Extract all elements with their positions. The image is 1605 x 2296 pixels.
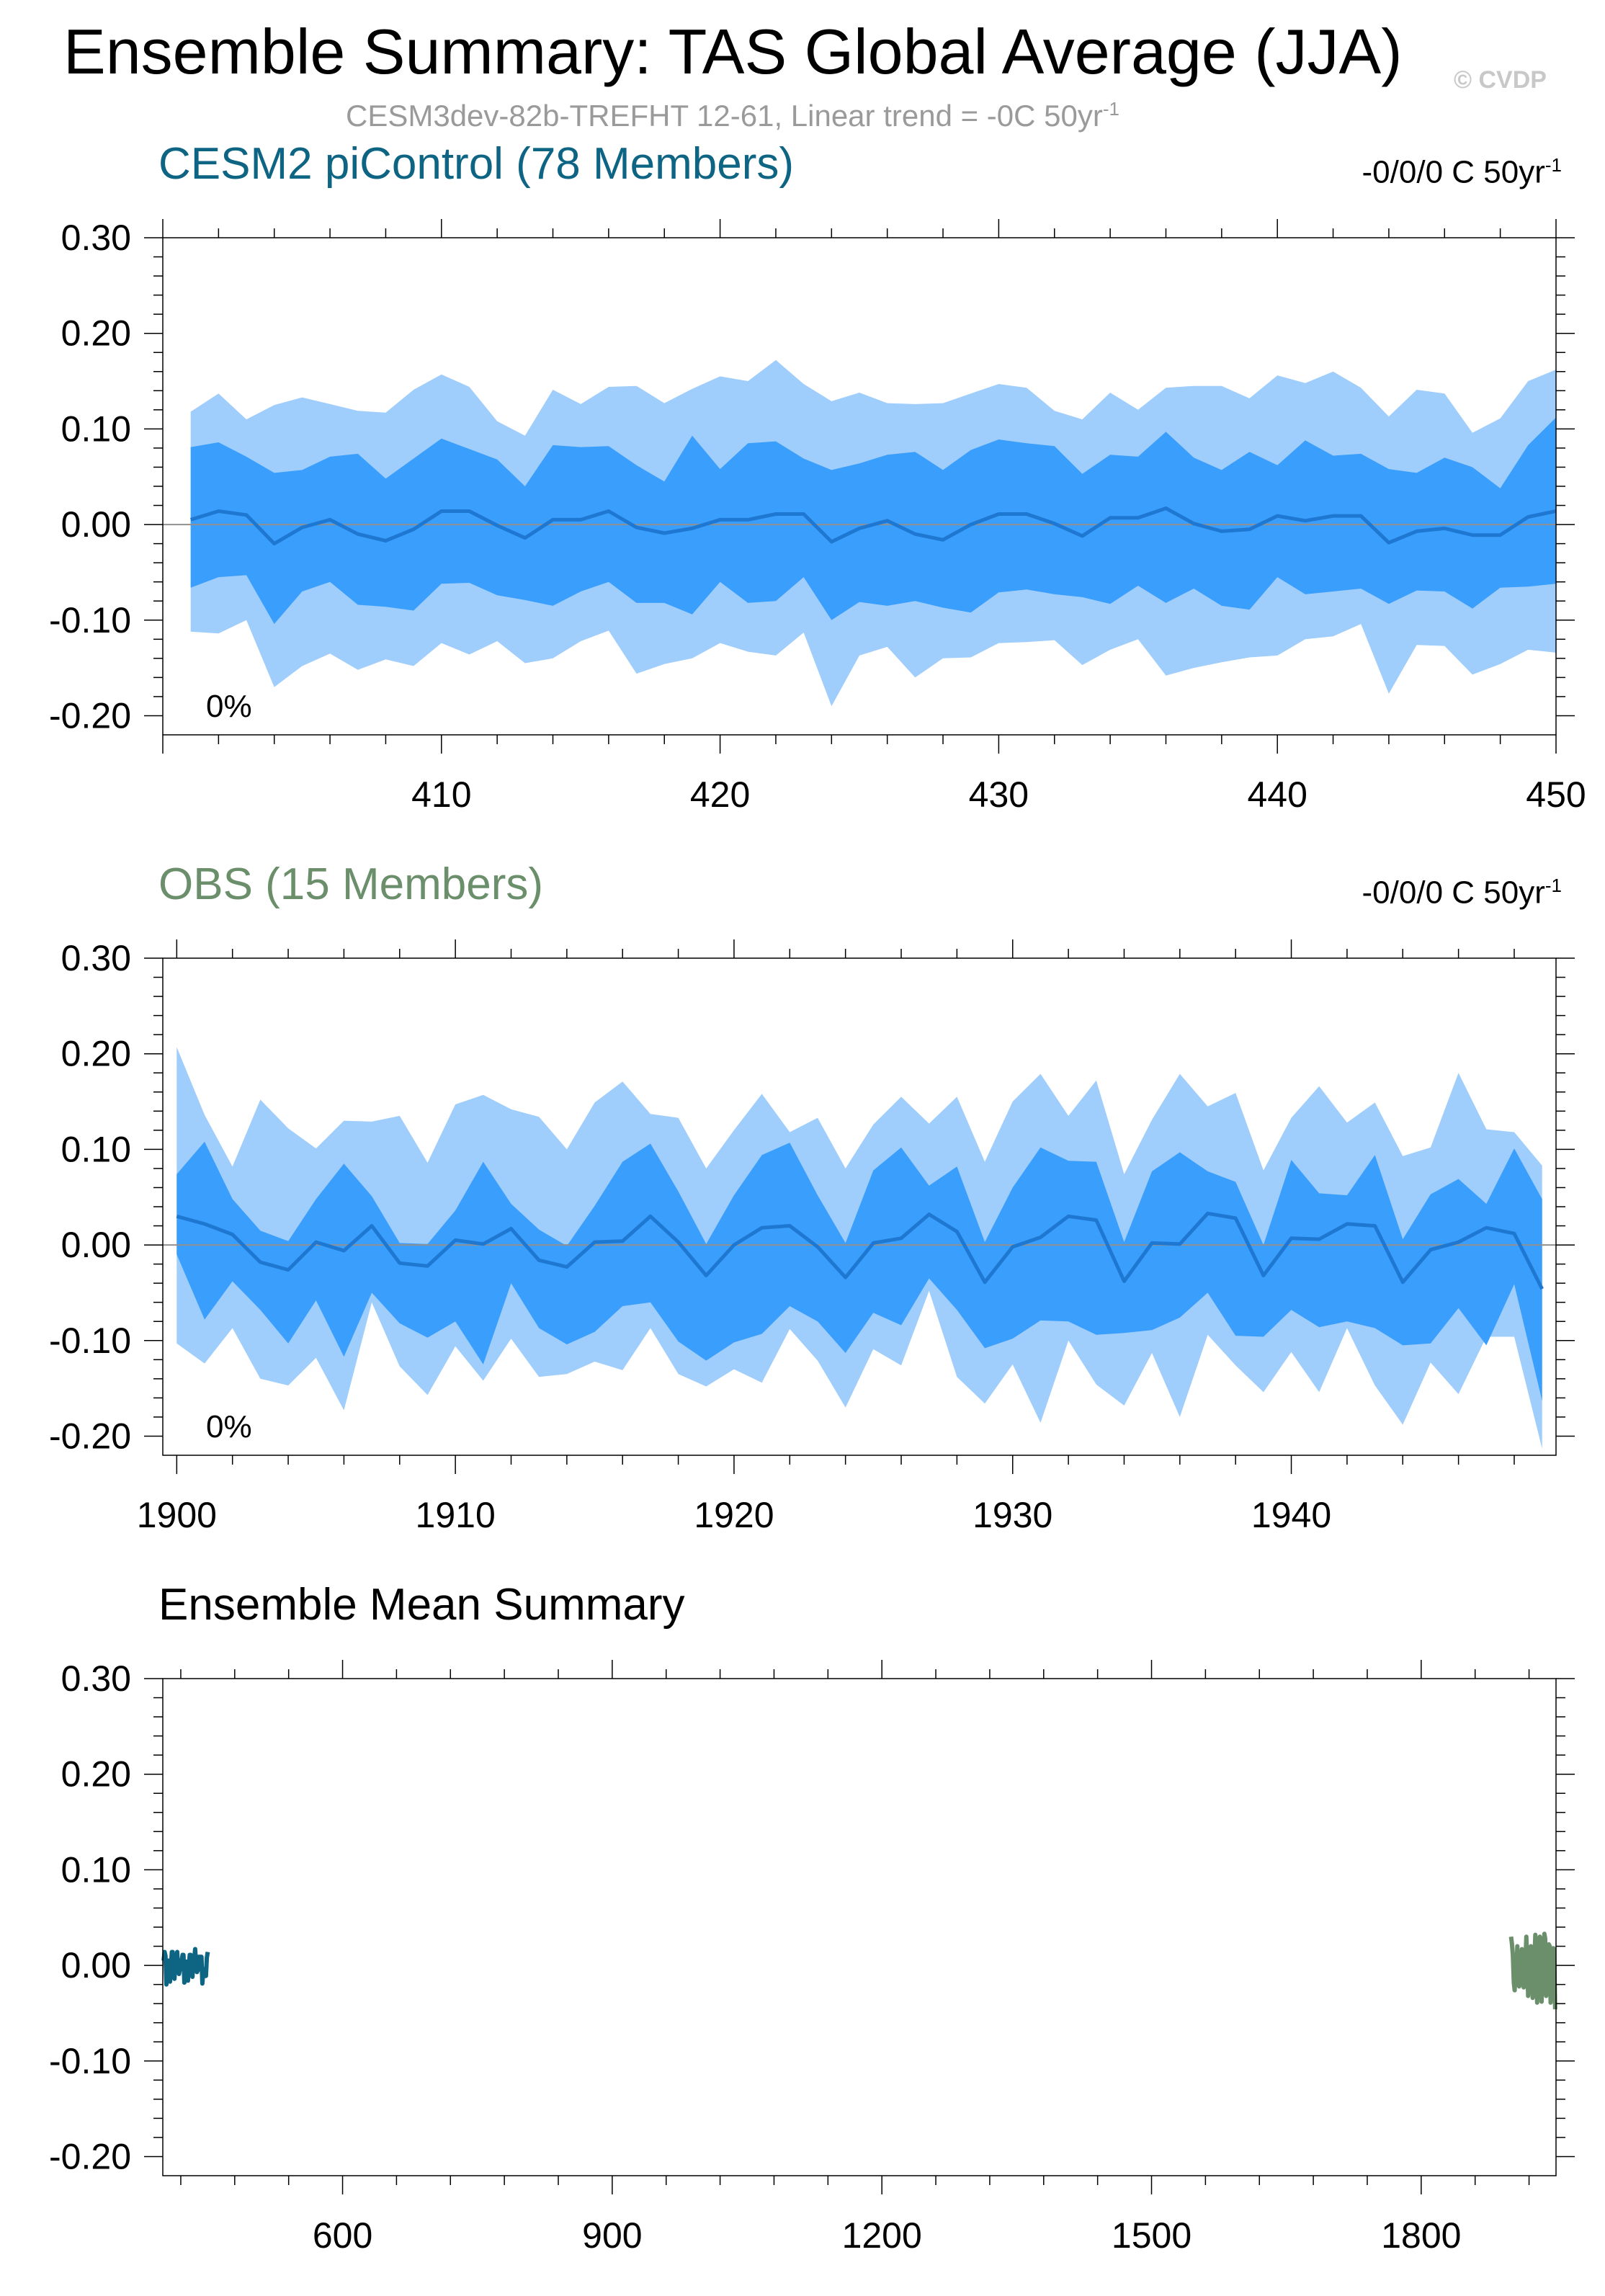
x-tick-label: 1940: [1251, 1495, 1331, 1535]
y-tick-label: -0.20: [49, 1416, 131, 1456]
panel-1-trend-label: -0/0/0 C 50yr-1: [1362, 154, 1562, 191]
subtitle-text: CESM3dev-82b-TREFHT 12-61, Linear trend …: [346, 99, 1103, 133]
x-tick-label: 450: [1526, 774, 1586, 815]
panel-2-trend-label: -0/0/0 C 50yr-1: [1362, 875, 1562, 911]
x-tick-label: 1930: [973, 1495, 1052, 1535]
y-tick-label: 0.20: [61, 313, 131, 354]
percent-label: 0%: [206, 1409, 252, 1444]
y-tick-label: -0.20: [49, 2136, 131, 2176]
x-tick-label: 1920: [694, 1495, 774, 1535]
panel-2-trend-sup: -1: [1544, 875, 1562, 896]
panel-1: 0% 0.30 0.20 0.10 0.00 -0.10 -0.20 410 420 430 440…: [49, 218, 1586, 815]
x-tick-label: 1910: [416, 1495, 496, 1535]
x-tick-label: 420: [690, 774, 750, 815]
percent-label: 0%: [206, 689, 252, 724]
panel-1-trend-sup: -1: [1544, 154, 1562, 176]
summary-line-obs: [1508, 1931, 1557, 2010]
x-tick-label: 600: [313, 2215, 372, 2256]
y-tick-label: 0.00: [61, 1945, 131, 1985]
panel-2-trend-text: -0/0/0 C 50yr: [1362, 875, 1545, 911]
x-tick-label: 440: [1247, 774, 1307, 815]
x-tick-label: 1800: [1381, 2215, 1461, 2256]
inner-band: [190, 417, 1557, 625]
y-tick-label: -0.20: [49, 695, 131, 736]
y-tick-label: 0.30: [61, 218, 131, 258]
y-tick-label: 0.20: [61, 1034, 131, 1074]
subtitle: CESM3dev-82b-TREFHT 12-61, Linear trend …: [346, 98, 1119, 133]
y-tick-label: 0.30: [61, 938, 131, 978]
main-title: Ensemble Summary: TAS Global Average (JJ…: [63, 16, 1403, 87]
panel-3-title: Ensemble Mean Summary: [158, 1580, 685, 1630]
ensemble-mean-line: [176, 1211, 1544, 1290]
x-tick-label: 410: [411, 774, 471, 815]
copyright-label: © CVDP: [1454, 66, 1547, 94]
panel-2-title: OBS (15 Members): [158, 859, 544, 909]
y-tick-label: -0.10: [49, 600, 131, 640]
y-tick-label: 0.00: [61, 504, 131, 545]
y-tick-label: 0.10: [61, 408, 131, 449]
x-tick-label: 1200: [842, 2215, 922, 2256]
y-tick-label: -0.10: [49, 1321, 131, 1361]
y-tick-label: 0.00: [61, 1225, 131, 1265]
panel-3: 0.30 0.20 0.10 0.00 -0.10 -0.20 600 900 1200 1500…: [49, 1658, 1575, 2256]
x-tick-label: 1900: [137, 1495, 217, 1535]
y-tick-label: 0.20: [61, 1754, 131, 1795]
y-tick-label: 0.10: [61, 1849, 131, 1890]
x-tick-label: 1500: [1112, 2215, 1192, 2256]
y-tick-label: 0.30: [61, 1658, 131, 1699]
x-tick-label: 900: [582, 2215, 642, 2256]
panel-1-trend-text: -0/0/0 C 50yr: [1362, 154, 1545, 190]
summary-line-model: [161, 1947, 210, 1987]
y-tick-label: 0.10: [61, 1129, 131, 1169]
ensemble-mean-line: [189, 506, 1557, 546]
panel-1-title: CESM2 piControl (78 Members): [158, 139, 795, 189]
inner-band: [176, 1141, 1542, 1401]
x-tick-label: 430: [969, 774, 1029, 815]
y-tick-label: -0.10: [49, 2041, 131, 2081]
subtitle-sup: -1: [1102, 98, 1119, 120]
plot-frame: [162, 1678, 1557, 2176]
